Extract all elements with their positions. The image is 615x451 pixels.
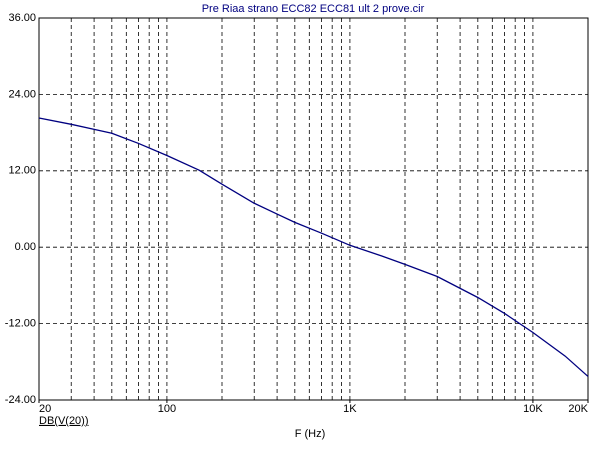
y-tick-label: 36.00 — [8, 12, 36, 24]
y-tick-label: -12.00 — [5, 318, 36, 330]
x-tick-label: 10K — [523, 403, 543, 415]
x-tick-label: 20K — [568, 403, 588, 415]
y-tick-label: 24.00 — [8, 88, 36, 100]
x-tick-label: 100 — [158, 403, 176, 415]
x-tick-label: 1K — [343, 403, 357, 415]
legend-label: DB(V(20)) — [39, 415, 89, 427]
y-tick-label: 0.00 — [15, 241, 36, 253]
x-axis-label: F (Hz) — [295, 428, 326, 440]
y-tick-label: 12.00 — [8, 165, 36, 177]
series-line — [38, 117, 589, 377]
chart-title: Pre Riaa strano ECC82 ECC81 ult 2 prove.… — [202, 3, 425, 15]
x-tick-label: 20 — [39, 403, 51, 415]
y-tick-label: -24.00 — [5, 394, 36, 406]
plot-frame — [38, 17, 589, 401]
